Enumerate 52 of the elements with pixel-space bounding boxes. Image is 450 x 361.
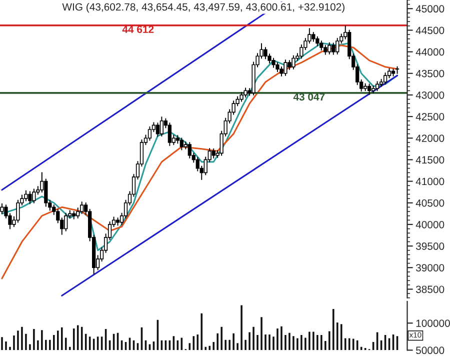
candlestick	[168, 122, 172, 146]
candlestick	[395, 66, 400, 74]
candlestick	[212, 148, 216, 158]
candlestick	[332, 42, 336, 55]
y-tick-label: 42500	[416, 113, 444, 120]
candlestick	[280, 66, 284, 76]
y-tick-label: 41500	[416, 156, 444, 164]
y-tick-label: 50000	[416, 346, 444, 354]
candlestick	[188, 142, 192, 158]
y-tick-label: 43500	[416, 70, 444, 78]
y-tick-label: 40000	[416, 220, 444, 228]
y-tick-label: 40500	[416, 199, 444, 207]
candlestick	[32, 188, 36, 204]
y-tick-label: 38500	[416, 286, 444, 294]
y-tick-label: 45000	[416, 5, 444, 13]
candlestick	[284, 60, 288, 76]
candlestick	[383, 72, 388, 85]
y-tick-label: 41000	[416, 178, 444, 186]
candlestick	[272, 58, 276, 68]
candlestick	[76, 208, 80, 218]
candlestick	[324, 44, 328, 55]
candlestick	[80, 202, 84, 214]
candlestick	[180, 138, 184, 150]
candlestick	[292, 55, 296, 70]
candlestick	[264, 46, 268, 60]
candlestick	[240, 92, 244, 102]
y-tick-label: 44500	[416, 26, 444, 34]
y-tick-label: 44000	[416, 48, 444, 56]
y-tick-label: 100000	[416, 320, 450, 327]
candlestick	[336, 38, 340, 54]
candlestick	[288, 60, 292, 70]
candlestick	[276, 62, 280, 72]
candlestick	[312, 32, 316, 42]
candlestick	[0, 203, 4, 214]
y-tick-label: 42000	[416, 134, 444, 142]
candlestick	[328, 42, 332, 54]
candlestick	[148, 126, 152, 141]
candlestick	[28, 191, 32, 204]
y-tick-label: 39000	[416, 264, 444, 272]
y-tick-label: 43000	[416, 91, 444, 99]
candlestick	[316, 36, 320, 46]
candlestick	[160, 116, 164, 136]
candlestick	[24, 190, 28, 202]
candlestick	[244, 88, 248, 98]
chart-title: WIG (43,602.78, 43,654.45, 43,497.59, 43,600.61, +32.9102)	[62, 2, 344, 13]
ref-line-label: 43 047	[293, 93, 325, 101]
y-tick-label: 39500	[416, 242, 444, 250]
candlestick	[156, 122, 160, 137]
candlestick	[64, 212, 68, 232]
ref-line-label: 44 612	[122, 26, 154, 34]
candlestick	[375, 81, 380, 92]
candlestick	[368, 84, 372, 96]
